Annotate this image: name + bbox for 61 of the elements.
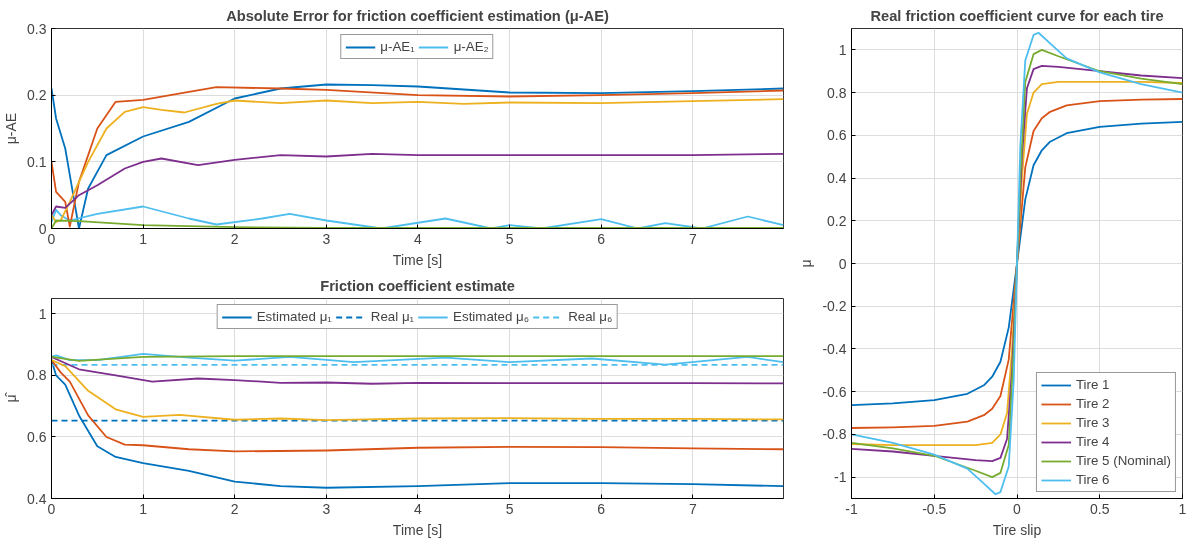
line-series <box>51 152 784 217</box>
legend-label: Tire 1 <box>1075 377 1110 392</box>
y-tick-label: 0 <box>838 255 847 272</box>
chart-title: Absolute Error for friction coefficient estimation (μ-AE) <box>226 7 609 24</box>
y-tick-label: 0.2 <box>827 212 847 229</box>
x-tick-label: 1 <box>1178 500 1187 517</box>
x-axis-title: Tire slip <box>992 521 1042 538</box>
chart-title: Friction coefficient estimate <box>320 277 515 294</box>
x-tick-label: 5 <box>505 500 514 517</box>
y-tick-label: 0.6 <box>827 127 847 144</box>
y-axis-title: μ̂ <box>3 391 20 403</box>
x-tick-label: 6 <box>597 230 606 247</box>
legend-label: μ-AE₂ <box>453 39 489 54</box>
x-tick-label: 7 <box>688 500 697 517</box>
y-tick-label: 0.6 <box>27 428 47 445</box>
y-tick-label: 0.8 <box>27 367 47 384</box>
legend-label: Tire 6 <box>1075 472 1110 487</box>
y-tick-label: 0.4 <box>827 170 847 187</box>
y-tick-label: 0.2 <box>27 87 47 104</box>
legend-label: Tire 3 <box>1075 415 1110 430</box>
legend-label: Estimated μ₁ <box>256 309 332 324</box>
x-tick-label: 1 <box>139 500 148 517</box>
x-tick-label: 4 <box>414 230 423 247</box>
x-axis-title: Time [s] <box>392 251 443 268</box>
x-tick-label: -0.5 <box>922 500 947 517</box>
y-tick-label: -0.6 <box>822 383 847 400</box>
legend-label: μ-AE₁ <box>380 39 415 54</box>
line-series <box>51 359 784 421</box>
legend-label: Tire 2 <box>1075 396 1110 411</box>
y-axis-title: μ-AE <box>3 112 20 145</box>
x-tick-label: 6 <box>597 500 606 517</box>
y-tick-label: 1 <box>38 305 47 322</box>
y-tick-label: 0.3 <box>27 20 47 37</box>
x-tick-label: 0 <box>1013 500 1022 517</box>
y-tick-label: -1 <box>834 469 847 486</box>
y-tick-label: -0.2 <box>822 298 847 315</box>
y-tick-label: -0.4 <box>822 340 847 357</box>
legend-label: Estimated μ₆ <box>453 309 530 324</box>
x-tick-label: 2 <box>230 230 239 247</box>
x-tick-label: 0.5 <box>1090 500 1110 517</box>
y-tick-label: 0.8 <box>827 84 847 101</box>
y-tick-label: 0.4 <box>27 490 47 507</box>
x-axis-title: Time [s] <box>392 521 443 538</box>
legend-label: Real μ₆ <box>568 309 613 324</box>
x-tick-label: 7 <box>688 230 697 247</box>
chart-title: Real friction coefficient curve for each tire <box>870 7 1164 24</box>
legend-label: Tire 5 (Nominal) <box>1075 453 1171 468</box>
legend-label: Real μ₁ <box>370 309 415 324</box>
y-tick-label: -0.8 <box>822 426 847 443</box>
x-tick-label: 3 <box>322 500 331 517</box>
y-tick-label: 1 <box>838 41 847 58</box>
x-tick-label: 3 <box>322 230 331 247</box>
legend-label: Tire 4 <box>1075 434 1110 449</box>
x-tick-label: 1 <box>139 230 148 247</box>
x-tick-label: 4 <box>414 500 423 517</box>
x-tick-label: 5 <box>505 230 514 247</box>
x-tick-label: 2 <box>230 500 239 517</box>
y-tick-label: 0.1 <box>27 153 47 170</box>
line-series <box>51 356 784 385</box>
line-series <box>51 359 784 453</box>
y-axis-title: μ <box>798 259 815 268</box>
